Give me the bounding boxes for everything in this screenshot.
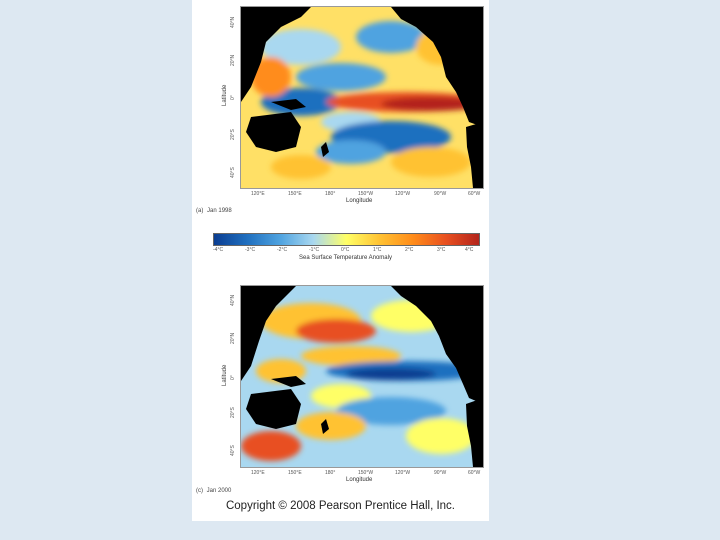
caption-date: Jan 2000 [206, 488, 232, 494]
colorbar-tick: -2°C [277, 247, 288, 253]
sst-anomaly-map-a [240, 6, 484, 189]
lat-tick: 0° [230, 375, 236, 380]
caption-letter: (a) [196, 208, 204, 214]
lon-tick: 150°W [358, 470, 374, 476]
lon-tick: 120°W [395, 470, 411, 476]
sst-anomaly-map-c [240, 285, 484, 468]
lon-tick: 120°W [395, 191, 411, 197]
colorbar-tick: 0°C [341, 247, 350, 253]
lon-tick: 90°W [434, 191, 447, 197]
land-islands [271, 99, 306, 110]
lon-tick: 150°E [288, 470, 302, 476]
caption-letter: (c) [196, 488, 203, 494]
lat-tick: 40°S [230, 167, 236, 178]
land-north-america [391, 286, 483, 404]
caption-a: (a) Jan 1998 [196, 208, 232, 214]
colorbar-tick: -3°C [245, 247, 256, 253]
lat-tick: 40°N [230, 16, 236, 28]
lat-tick: 20°N [230, 332, 236, 344]
colorbar-title: Sea Surface Temperature Anomaly [299, 255, 392, 261]
lon-tick: 60°W [468, 470, 481, 476]
land-asia [241, 286, 296, 381]
land-south-america [466, 398, 483, 467]
colorbar-tick: 1°C [373, 247, 382, 253]
lat-tick: 20°N [230, 54, 236, 66]
lon-tick: 180° [325, 191, 336, 197]
lon-tick: 60°W [468, 191, 481, 197]
sst-anomaly-colorbar [213, 233, 480, 246]
lon-tick: 120°E [251, 191, 265, 197]
colorbar-tick: -1°C [309, 247, 320, 253]
lon-tick: 120°E [251, 470, 265, 476]
land-islands [271, 376, 306, 387]
land-asia [241, 7, 311, 102]
colorbar-ticks: -4°C -3°C -2°C -1°C 0°C 1°C 2°C 3°C 4°C [213, 247, 478, 255]
lat-tick: 0° [230, 95, 236, 100]
lon-tick: 150°W [358, 191, 374, 197]
lon-tick: 180° [325, 470, 336, 476]
land-south-america [466, 122, 483, 188]
colorbar-tick: 4°C [465, 247, 474, 253]
colorbar-tick: 3°C [437, 247, 446, 253]
lat-tick: 20°S [230, 407, 236, 418]
land-north-america [391, 7, 483, 127]
lon-tick: 90°W [434, 470, 447, 476]
lon-tick: 150°E [288, 191, 302, 197]
caption-c: (c) Jan 2000 [196, 488, 231, 494]
x-axis-title: Longitude [346, 477, 373, 483]
lat-tick: 20°S [230, 129, 236, 140]
lat-tick: 40°N [230, 294, 236, 306]
x-axis-title: Longitude [346, 198, 373, 204]
colorbar-tick: 2°C [405, 247, 414, 253]
lat-tick: 40°S [230, 445, 236, 456]
y-axis-title: Latitude [222, 364, 228, 386]
caption-date: Jan 1998 [207, 208, 232, 214]
land-australia [246, 389, 301, 429]
land-australia [246, 112, 301, 152]
y-axis-title: Latitude [222, 84, 228, 106]
colorbar-tick: -4°C [213, 247, 224, 253]
copyright-notice: Copyright © 2008 Pearson Prentice Hall, … [225, 500, 455, 512]
